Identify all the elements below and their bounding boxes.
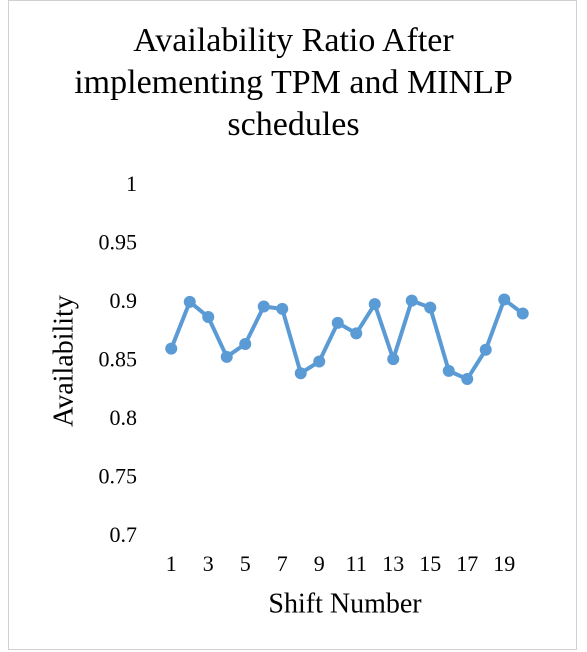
x-tick-label: 9: [314, 551, 325, 576]
point: [183, 295, 196, 308]
point: [368, 298, 381, 311]
series-line: [169, 297, 524, 382]
point: [424, 301, 437, 314]
x-axis-label: Shift Number: [268, 588, 422, 619]
point: [257, 300, 270, 313]
point: [220, 350, 233, 363]
y-tick-label: 0.85: [99, 347, 138, 372]
x-tick-label: 17: [456, 551, 478, 576]
y-tick-label: 0.95: [99, 230, 138, 255]
y-tick-label: 0.7: [110, 522, 138, 547]
chart-frame: [8, 0, 577, 650]
y-tick-label: 0.75: [99, 464, 138, 489]
point: [405, 294, 418, 307]
y-tick-label: 1: [126, 171, 137, 196]
x-tick-label: 13: [382, 551, 404, 576]
point: [479, 343, 492, 356]
point: [387, 353, 400, 366]
point: [516, 307, 529, 320]
point: [331, 316, 344, 329]
point: [350, 327, 363, 340]
x-tick-label: 1: [166, 551, 177, 576]
x-tick-label: 5: [240, 551, 251, 576]
point: [276, 302, 289, 315]
chart-title: Availability Ratio After implementing TP…: [74, 22, 513, 143]
point: [442, 364, 455, 377]
point: [461, 373, 474, 386]
point: [498, 293, 511, 306]
point: [202, 311, 215, 324]
point: [165, 342, 178, 355]
point: [239, 337, 252, 350]
point: [313, 355, 326, 368]
x-tick-label: 3: [203, 551, 214, 576]
point: [294, 367, 307, 380]
y-axis-label: Availability: [48, 295, 79, 427]
x-tick-label: 7: [277, 551, 288, 576]
x-tick-label: 15: [419, 551, 441, 576]
x-tick-label: 11: [346, 551, 367, 576]
y-tick-label: 0.9: [110, 288, 138, 313]
x-tick-label: 19: [493, 551, 515, 576]
y-tick-label: 0.8: [110, 405, 138, 430]
